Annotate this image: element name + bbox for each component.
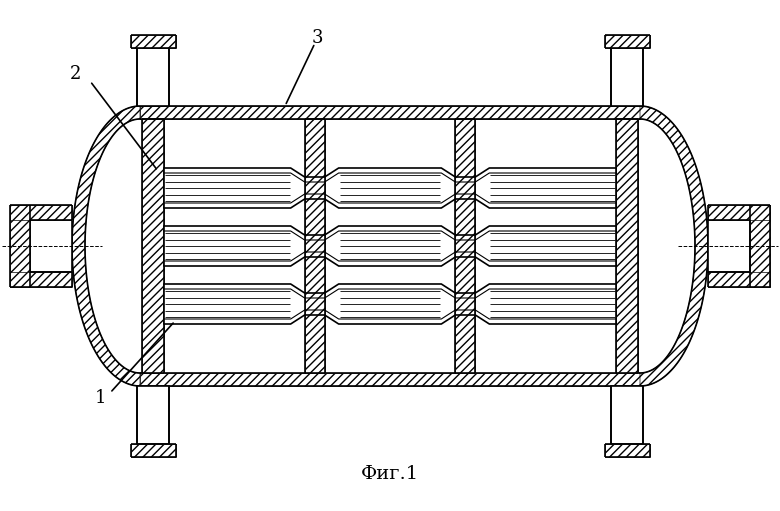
Text: 2: 2 bbox=[70, 65, 81, 83]
Bar bbox=[140, 119, 640, 373]
Bar bbox=[10, 205, 72, 220]
Text: 1: 1 bbox=[95, 389, 107, 407]
Bar bbox=[339, 226, 441, 266]
Bar bbox=[164, 168, 291, 208]
Bar bbox=[10, 272, 72, 287]
Bar bbox=[140, 106, 640, 119]
Bar bbox=[750, 205, 770, 287]
Bar bbox=[130, 35, 176, 48]
Bar bbox=[489, 284, 616, 324]
Bar bbox=[604, 35, 650, 48]
Bar bbox=[489, 168, 616, 208]
Text: Фиг.1: Фиг.1 bbox=[361, 465, 419, 483]
Bar bbox=[305, 119, 324, 373]
Bar bbox=[708, 220, 750, 272]
Bar bbox=[137, 386, 169, 444]
Bar bbox=[708, 205, 770, 220]
Bar bbox=[10, 205, 30, 287]
Bar bbox=[164, 284, 291, 324]
Bar bbox=[604, 444, 650, 457]
Bar bbox=[164, 226, 291, 266]
Bar bbox=[611, 48, 643, 106]
Bar bbox=[616, 119, 638, 373]
Bar bbox=[130, 444, 176, 457]
Bar bbox=[30, 220, 72, 272]
Bar bbox=[489, 226, 616, 266]
Bar bbox=[456, 119, 475, 373]
Bar bbox=[339, 168, 441, 208]
Text: 3: 3 bbox=[312, 29, 324, 47]
Bar bbox=[137, 48, 169, 106]
Polygon shape bbox=[72, 106, 140, 386]
Bar bbox=[142, 119, 164, 373]
Polygon shape bbox=[640, 106, 708, 386]
Bar bbox=[339, 284, 441, 324]
Bar bbox=[611, 386, 643, 444]
Bar bbox=[708, 272, 770, 287]
Bar bbox=[140, 373, 640, 386]
